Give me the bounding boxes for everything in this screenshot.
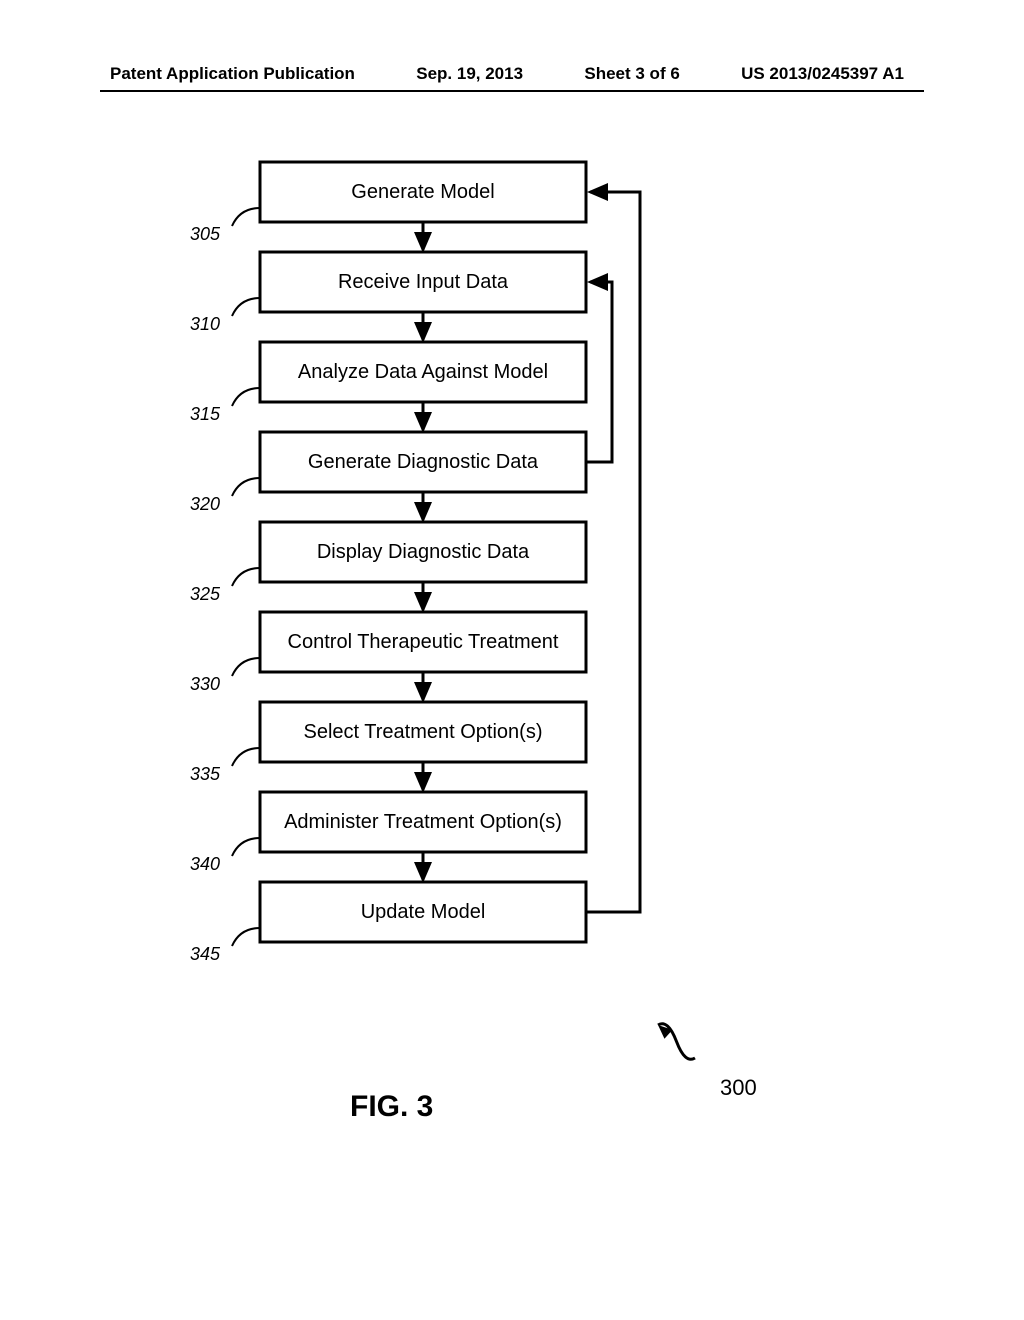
ref-leader: [232, 838, 260, 856]
ref-leader: [232, 568, 260, 586]
ref-number: 325: [190, 584, 221, 604]
ref-leader: [232, 208, 260, 226]
flow-box-label: Generate Model: [351, 181, 494, 203]
flow-box-label: Display Diagnostic Data: [317, 541, 530, 563]
flow-box-label: Select Treatment Option(s): [304, 721, 543, 743]
ref-number: 345: [190, 944, 221, 964]
ref-leader: [232, 388, 260, 406]
ref-number: 315: [190, 404, 221, 424]
header-pub-label: Patent Application Publication: [110, 64, 355, 84]
flow-box-label: Generate Diagnostic Data: [308, 451, 539, 473]
flowchart: Generate Model 305 Receive Input Data 310 An…: [0, 152, 1024, 992]
ref-number: 340: [190, 854, 220, 874]
ref-leader: [232, 928, 260, 946]
ref-leader: [232, 658, 260, 676]
ref-number: 310: [190, 314, 220, 334]
header-sheet: Sheet 3 of 6: [584, 64, 679, 84]
page-header: Patent Application Publication Sep. 19, …: [0, 64, 1024, 84]
ref-leader: [232, 298, 260, 316]
ref-number: 330: [190, 674, 220, 694]
flow-feedback-edge: [586, 282, 612, 462]
flow-box-label: Control Therapeutic Treatment: [288, 631, 559, 653]
ref-number: 305: [190, 224, 221, 244]
header-rule: [100, 90, 924, 92]
figure-ref-number: 300: [720, 1075, 757, 1101]
ref-number: 320: [190, 494, 220, 514]
flow-box-label: Receive Input Data: [338, 271, 509, 293]
flow-box-label: Update Model: [361, 901, 486, 923]
ref-leader: [232, 478, 260, 496]
ref-leader: [232, 748, 260, 766]
figure-label: FIG. 3: [350, 1090, 433, 1124]
flow-box-label: Analyze Data Against Model: [298, 361, 548, 383]
header-pub-number: US 2013/0245397 A1: [741, 64, 904, 84]
flow-box-label: Administer Treatment Option(s): [284, 811, 562, 833]
header-date: Sep. 19, 2013: [416, 64, 523, 84]
ref-number: 335: [190, 764, 221, 784]
